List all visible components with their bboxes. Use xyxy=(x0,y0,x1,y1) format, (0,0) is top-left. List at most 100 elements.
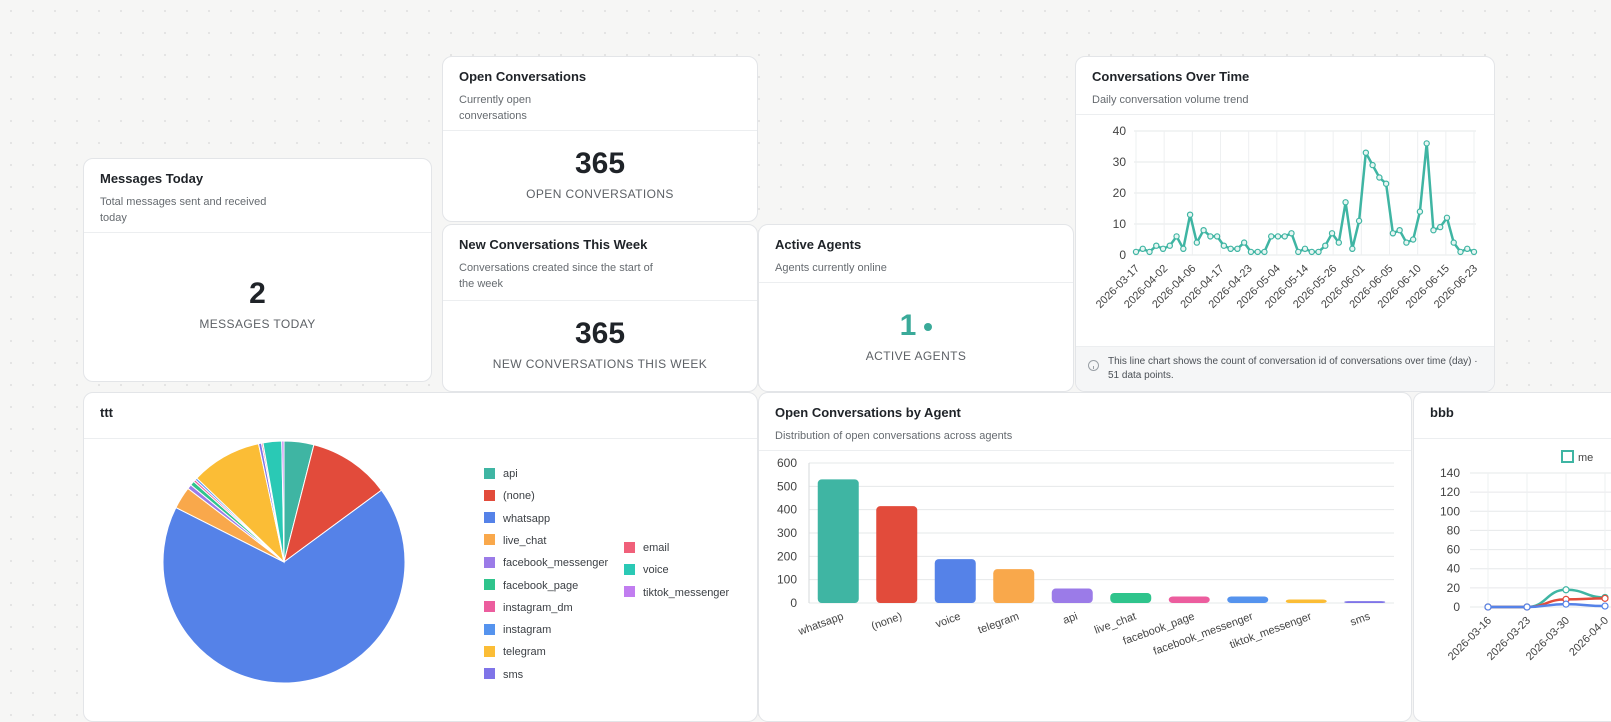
legend-item[interactable]: api xyxy=(484,467,518,480)
data-point xyxy=(1562,600,1570,608)
legend-item[interactable]: instagram xyxy=(484,623,552,637)
data-point xyxy=(1247,248,1255,256)
data-point xyxy=(1443,214,1451,222)
y-tick-label: 30 xyxy=(1113,155,1127,169)
data-point xyxy=(1166,242,1174,249)
bar xyxy=(817,479,859,603)
x-tick-label: whatsapp xyxy=(796,611,845,639)
pie-slice xyxy=(281,440,285,563)
data-point xyxy=(1470,248,1478,256)
legend-item[interactable]: instagram_dm xyxy=(484,601,573,614)
legend-item[interactable]: facebook_page xyxy=(484,579,579,592)
y-tick-label: 40 xyxy=(1447,562,1461,576)
legend-label: whatsapp xyxy=(503,512,551,525)
data-point xyxy=(1186,211,1194,218)
open-conversations-bar-chart: 0 100 200 300 400 500 600 whatsapp (none) voice te… xyxy=(777,456,1394,658)
data-point xyxy=(1430,226,1437,234)
data-point xyxy=(1207,233,1214,240)
legend-item[interactable]: voice xyxy=(624,563,669,577)
kpi-label: ACTIVE AGENTS xyxy=(865,349,967,363)
y-tick-label: 0 xyxy=(790,596,797,610)
y-tick-label: 0 xyxy=(1119,248,1126,262)
data-point xyxy=(1601,602,1609,610)
legend-swatch xyxy=(624,563,635,575)
card-header: Conversations Over Time Daily conversati… xyxy=(1076,57,1494,115)
new-conversations-week-card: New Conversations This Week Conversation… xyxy=(442,224,758,392)
online-status-dot xyxy=(924,322,933,331)
card-subtitle: Distribution of open conversations acros… xyxy=(775,430,1013,442)
data-point xyxy=(1416,208,1424,215)
y-tick-label: 300 xyxy=(777,526,797,540)
legend-label: live_chat xyxy=(503,534,547,547)
y-tick-label: 80 xyxy=(1447,523,1461,537)
data-point xyxy=(1180,245,1187,252)
legend-swatch xyxy=(484,489,495,501)
legend-item[interactable]: telegram xyxy=(484,645,546,659)
data-point xyxy=(1132,248,1140,256)
legend-item[interactable]: tiktok_messenger xyxy=(624,586,730,599)
data-point xyxy=(1423,140,1430,147)
card-title: ttt xyxy=(100,405,113,420)
legend-label: telegram xyxy=(503,646,546,659)
data-point xyxy=(1308,248,1315,256)
kpi-label: OPEN CONVERSATIONS xyxy=(526,187,674,201)
card-subtitle: Conversations created since the start of… xyxy=(459,262,653,290)
legend-label: facebook_page xyxy=(503,579,579,592)
legend-item[interactable]: email xyxy=(624,541,669,554)
legend-label: facebook_messenger xyxy=(503,557,609,570)
data-point xyxy=(1240,239,1248,246)
legend-item[interactable]: (none) xyxy=(484,489,535,503)
card-title: Conversations Over Time xyxy=(1092,69,1250,84)
data-point xyxy=(1301,245,1309,252)
legend-swatch xyxy=(484,512,495,524)
open-conversations-by-agent-card: Open Conversations by Agent Distribution… xyxy=(758,392,1412,722)
data-point xyxy=(1281,233,1288,240)
legend-swatch xyxy=(484,534,495,546)
y-tick-label: 500 xyxy=(777,479,797,493)
legend-label: voice xyxy=(643,564,669,577)
legend-swatch xyxy=(624,541,635,553)
bar xyxy=(1285,599,1327,603)
legend-label: sms xyxy=(503,668,524,681)
data-point xyxy=(1464,245,1471,252)
legend-item[interactable]: sms xyxy=(484,668,524,681)
legend-swatch xyxy=(1561,450,1574,463)
card-title: bbb xyxy=(1430,405,1454,420)
y-tick-label: 60 xyxy=(1447,543,1461,557)
bar xyxy=(1110,592,1152,603)
legend-label: tiktok_messenger xyxy=(643,586,730,599)
y-tick-label: 200 xyxy=(777,549,797,563)
data-point xyxy=(1274,233,1282,240)
bar xyxy=(876,506,918,603)
x-tick-label: facebook_messenger xyxy=(1152,610,1255,657)
y-tick-label: 100 xyxy=(1440,504,1460,518)
y-tick-label: 120 xyxy=(1440,485,1460,499)
x-tick-label: 2026-04-0 xyxy=(1567,615,1611,659)
data-point xyxy=(1220,242,1228,249)
data-point xyxy=(1254,248,1261,256)
bar xyxy=(1168,596,1210,603)
legend-label: instagram xyxy=(503,624,552,637)
legend-item[interactable]: whatsapp xyxy=(484,512,551,525)
legend-swatch xyxy=(484,556,495,568)
y-tick-label: 400 xyxy=(777,503,797,517)
legend-label: me xyxy=(1578,452,1593,464)
legend-label: (none) xyxy=(503,490,535,503)
card-header: Active Agents Agents currently online xyxy=(759,225,1073,283)
card-header: Messages Today Total messages sent and r… xyxy=(84,159,431,233)
data-point xyxy=(1335,239,1342,246)
bar xyxy=(934,559,976,603)
data-point xyxy=(1376,174,1383,181)
card-header: Open Conversations by Agent Distribution… xyxy=(759,393,1411,451)
card-title: Open Conversations xyxy=(459,69,587,84)
legend-item[interactable]: facebook_messenger xyxy=(484,556,609,570)
legend-item[interactable]: live_chat xyxy=(484,534,547,547)
legend-swatch xyxy=(484,579,495,591)
card-title: Messages Today xyxy=(100,171,204,186)
data-point xyxy=(1389,230,1397,237)
data-point xyxy=(1450,239,1457,246)
bbb-line-chart: me0204060801001201402026-03-162026-03-23… xyxy=(1440,450,1611,663)
card-subtitle: Agents currently online xyxy=(775,262,887,274)
data-point xyxy=(1234,245,1241,252)
data-point xyxy=(1349,245,1356,252)
